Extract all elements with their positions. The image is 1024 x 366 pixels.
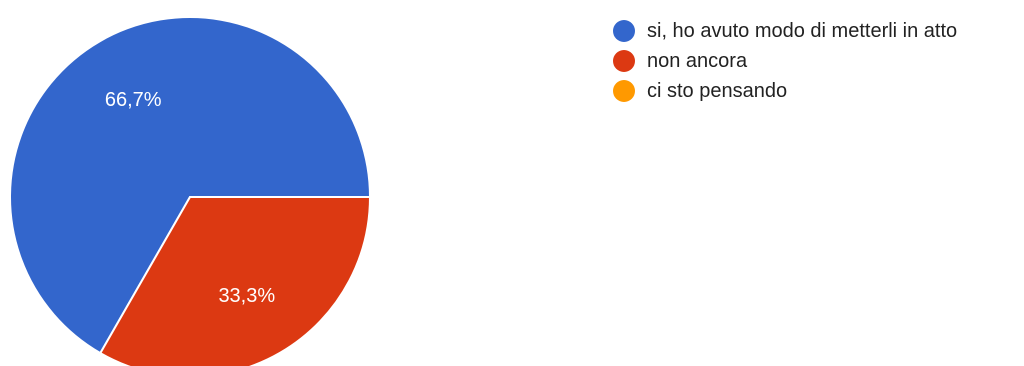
pie-slice-non-ancora[interactable] [98,196,372,366]
slice-label-si: 66,7% [105,89,162,111]
legend-swatch-non-ancora [613,50,635,72]
legend-item-ci-sto-pensando[interactable]: ci sto pensando [613,76,957,106]
legend-swatch-ci-sto-pensando [613,80,635,102]
legend-swatch-si [613,20,635,42]
legend-label-ci-sto-pensando: ci sto pensando [647,79,788,102]
legend-label-si: si, ho avuto modo di metterli in atto [647,19,958,42]
pie-chart: 66,7% 33,3% [9,16,372,366]
slice-label-non-ancora: 33,3% [218,285,275,307]
legend-item-si[interactable]: si, ho avuto modo di metterli in atto [613,16,957,46]
chart-legend: si, ho avuto modo di metterli in atto no… [613,16,957,106]
legend-item-non-ancora[interactable]: non ancora [613,46,957,76]
legend-label-non-ancora: non ancora [647,49,748,72]
pie-slice-si[interactable] [9,16,372,355]
